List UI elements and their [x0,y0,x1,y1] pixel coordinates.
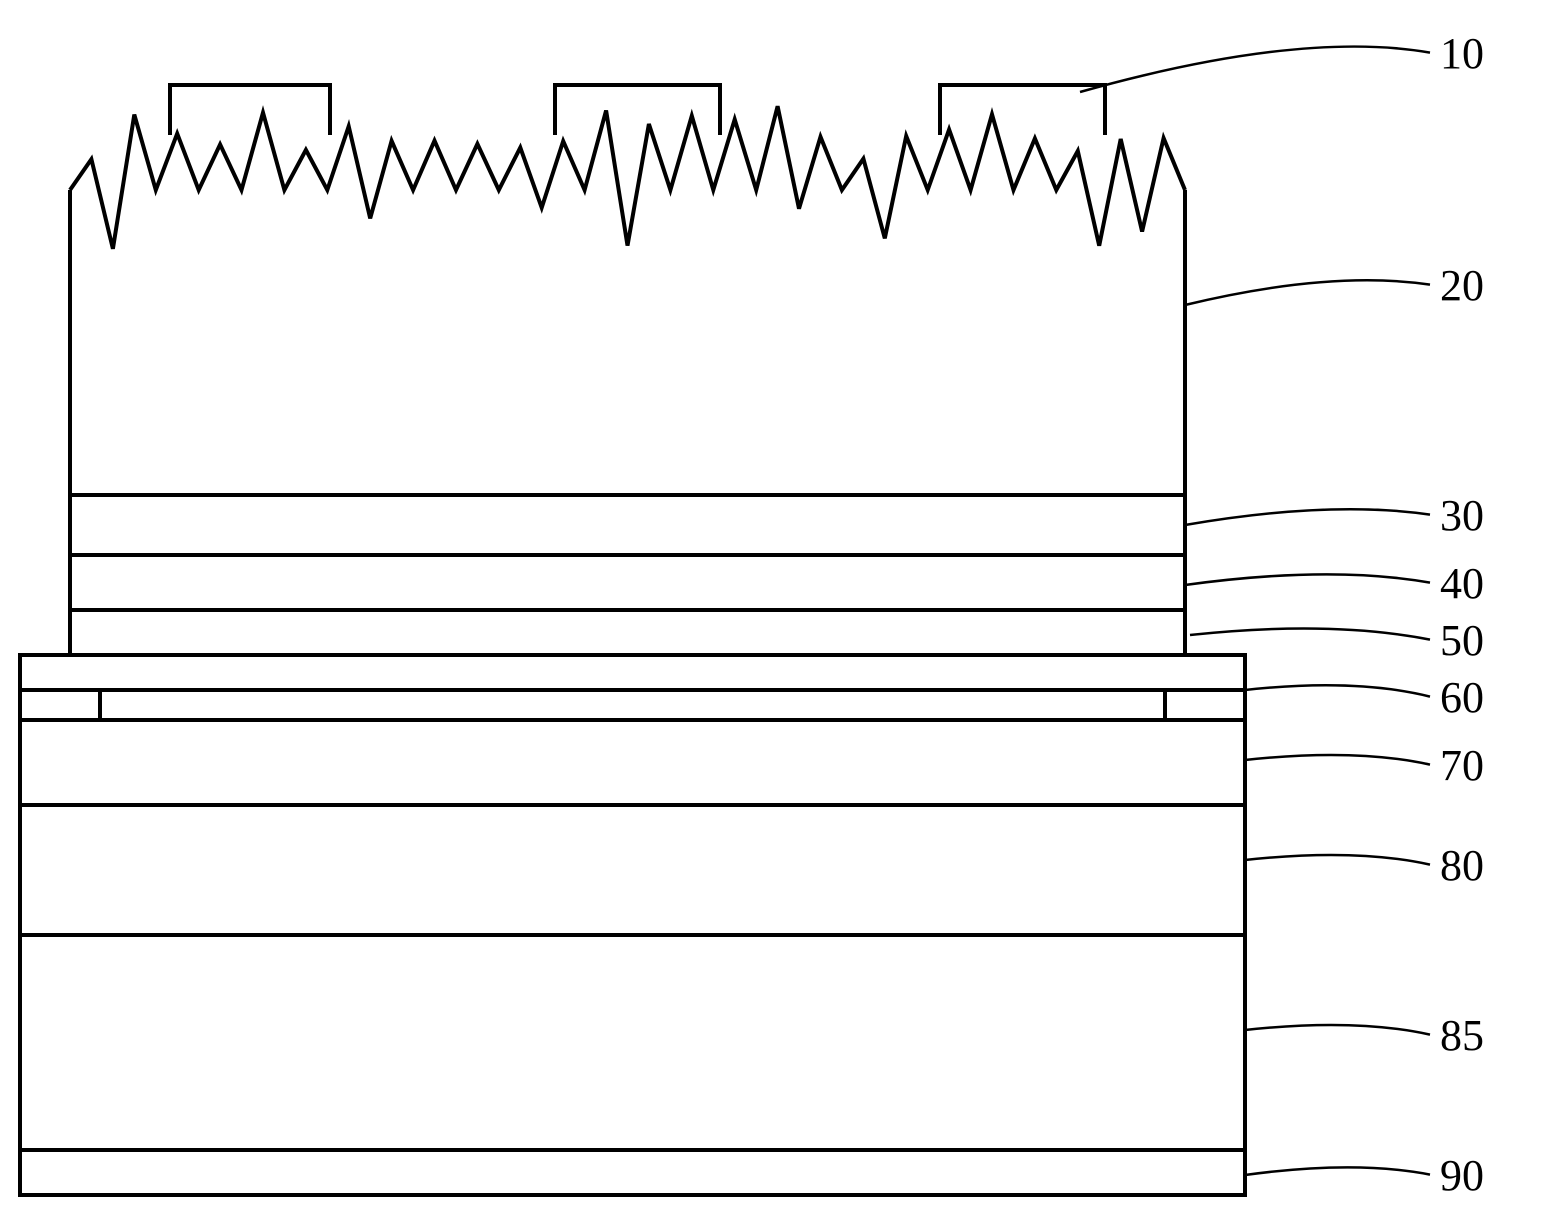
leader-70 [1245,755,1430,765]
leader-90 [1245,1167,1430,1175]
label-70: 70 [1440,741,1484,790]
tab-1 [170,85,330,135]
label-90: 90 [1440,1151,1484,1200]
layer-50 [70,610,1185,655]
label-80: 80 [1440,841,1484,890]
layer-20-zigzag [70,106,1185,249]
layer-40 [70,555,1185,610]
leader-85 [1245,1025,1430,1035]
leader-30 [1185,509,1430,525]
bottom-block-outline [20,655,1245,1195]
label-20: 20 [1440,261,1484,310]
leader-60 [1245,685,1430,696]
label-50: 50 [1440,616,1484,665]
label-30: 30 [1440,491,1484,540]
leader-40 [1185,574,1430,585]
label-85: 85 [1440,1011,1484,1060]
leader-20 [1185,280,1430,305]
leader-10 [1080,47,1430,92]
leader-50 [1190,628,1430,639]
label-40: 40 [1440,559,1484,608]
label-10: 10 [1440,29,1484,78]
leader-80 [1245,855,1430,865]
layer-30 [70,495,1185,555]
label-60: 60 [1440,673,1484,722]
